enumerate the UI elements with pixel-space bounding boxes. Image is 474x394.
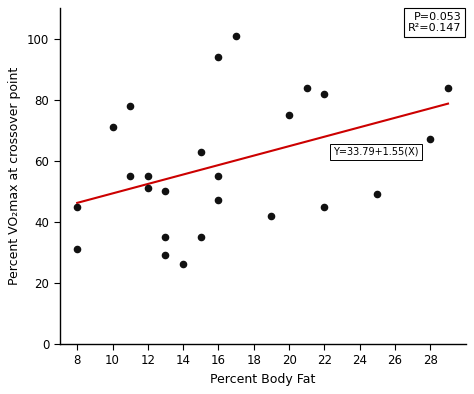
Text: Y=33.79+1.55(X): Y=33.79+1.55(X) xyxy=(333,147,419,157)
Point xyxy=(162,252,169,258)
Point xyxy=(179,261,187,268)
Point xyxy=(109,124,116,130)
Point xyxy=(127,103,134,109)
Point xyxy=(127,173,134,179)
Point xyxy=(320,91,328,97)
Point xyxy=(444,84,452,91)
Point xyxy=(232,33,240,39)
Point xyxy=(268,212,275,219)
Point xyxy=(144,173,152,179)
Point xyxy=(162,234,169,240)
Point xyxy=(374,191,381,197)
Point xyxy=(285,112,293,118)
Point xyxy=(197,234,205,240)
Point xyxy=(320,203,328,210)
Point xyxy=(73,203,81,210)
Text: P=0.053
R²=0.147: P=0.053 R²=0.147 xyxy=(408,12,462,33)
Point xyxy=(197,149,205,155)
Point xyxy=(215,173,222,179)
Point xyxy=(303,84,310,91)
Point xyxy=(73,246,81,252)
Y-axis label: Percent VO₂max at crossover point: Percent VO₂max at crossover point xyxy=(9,67,21,285)
Point xyxy=(162,188,169,194)
X-axis label: Percent Body Fat: Percent Body Fat xyxy=(210,373,315,386)
Point xyxy=(215,54,222,60)
Point xyxy=(144,185,152,191)
Point xyxy=(215,197,222,204)
Point xyxy=(427,136,434,143)
